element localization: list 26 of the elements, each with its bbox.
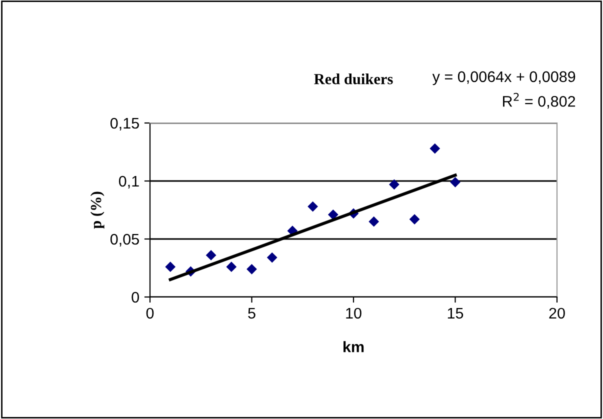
y-tick-label: 0,1	[118, 176, 139, 188]
x-tick-label: 15	[448, 308, 464, 319]
point	[246, 264, 257, 274]
x-tick-label: 20	[549, 308, 565, 319]
x-axis-title: km	[344, 341, 364, 352]
point	[266, 252, 278, 263]
y-tick-label: 0	[132, 292, 139, 303]
point	[206, 250, 216, 260]
point	[226, 262, 237, 272]
chart-title: Red duikers	[314, 74, 393, 84]
point	[328, 209, 338, 220]
point	[368, 216, 380, 227]
point	[389, 179, 400, 190]
text: y = 0,0064x + 0,0089	[432, 71, 576, 86]
x-tick-label: 5	[248, 308, 256, 319]
point	[165, 262, 176, 272]
y-tick-label: 0,05	[110, 234, 139, 246]
point	[308, 201, 318, 212]
y-tick-label: 0,15	[110, 118, 139, 130]
point	[430, 143, 440, 154]
y-axis-title: p (%)	[90, 192, 104, 229]
x-tick-label: 10	[346, 308, 362, 319]
x-tick-label: 0	[146, 308, 154, 319]
point	[409, 214, 420, 224]
text: R$^{2}$ = 0,802	[503, 92, 576, 109]
point	[450, 176, 460, 188]
